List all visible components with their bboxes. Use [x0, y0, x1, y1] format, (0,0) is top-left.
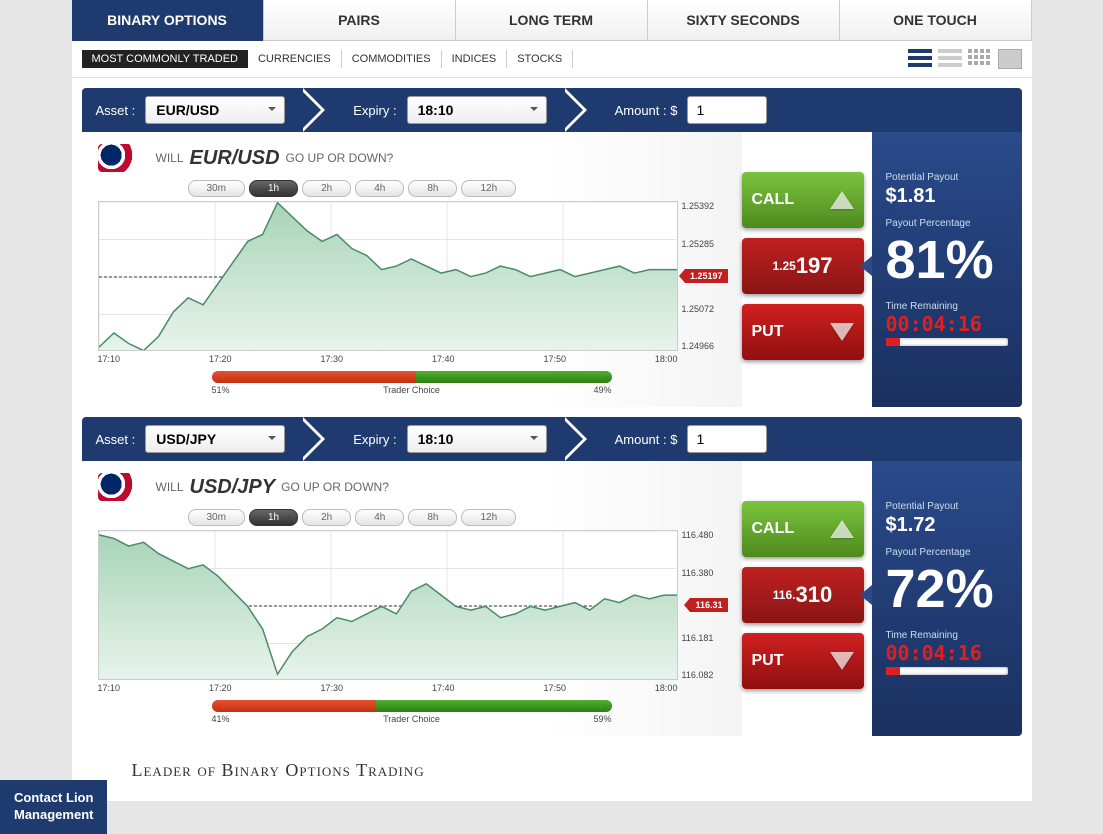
expiry-label: Expiry :: [353, 103, 396, 118]
main-tabs: BINARY OPTIONSPAIRSLONG TERMSIXTY SECOND…: [72, 0, 1032, 41]
main-tab-long-term[interactable]: LONG TERM: [456, 0, 648, 41]
filter-tab-currencies[interactable]: CURRENCIES: [248, 50, 342, 68]
timeframe-2h[interactable]: 2h: [302, 180, 351, 197]
main-tab-binary-options[interactable]: BINARY OPTIONS: [72, 0, 264, 41]
filter-tab-indices[interactable]: INDICES: [442, 50, 508, 68]
payout-percentage: 81%: [886, 233, 1008, 287]
contact-widget[interactable]: Contact Lion Management: [0, 780, 107, 834]
contact-line1: Contact Lion: [14, 790, 93, 807]
put-button[interactable]: PUT: [742, 633, 864, 689]
potential-payout-value: $1.81: [886, 185, 1008, 208]
question-rest: GO UP OR DOWN?: [281, 480, 389, 494]
payout-sidebar: Potential Payout $1.72 Payout Percentage…: [872, 461, 1022, 736]
contact-line2: Management: [14, 807, 93, 824]
view-grid-icon[interactable]: [968, 49, 992, 69]
current-price-box: 116.310: [742, 567, 864, 623]
down-arrow-icon: [830, 323, 854, 341]
trader-choice-labels: 41%Trader Choice59%: [212, 714, 612, 724]
timeframe-row: 30m1h2h4h8h12h: [188, 180, 726, 197]
timeframe-8h[interactable]: 8h: [408, 509, 457, 526]
timeframe-30m[interactable]: 30m: [188, 180, 245, 197]
timeframe-1h[interactable]: 1h: [249, 509, 298, 526]
timeframe-12h[interactable]: 12h: [461, 509, 516, 526]
price-chart: [98, 530, 678, 680]
filter-tab-most-commonly-traded[interactable]: MOST COMMONLY TRADED: [82, 50, 248, 68]
view-compact-icon[interactable]: [938, 49, 962, 69]
timeframe-8h[interactable]: 8h: [408, 180, 457, 197]
amount-label: Amount : $: [615, 432, 678, 447]
question-pair: USD/JPY: [190, 476, 276, 499]
x-axis-labels: 17:1017:2017:3017:4017:5018:00: [98, 680, 678, 696]
asset-header: WILL USD/JPY GO UP OR DOWN?: [98, 473, 726, 501]
asset-select[interactable]: USD/JPY: [145, 425, 285, 453]
timeframe-1h[interactable]: 1h: [249, 180, 298, 197]
flag-icon: [98, 144, 142, 172]
view-list-icon[interactable]: [908, 49, 932, 69]
payout-sidebar: Potential Payout $1.81 Payout Percentage…: [872, 132, 1022, 407]
x-axis-labels: 17:1017:2017:3017:4017:5018:00: [98, 351, 678, 367]
put-button[interactable]: PUT: [742, 304, 864, 360]
main-tab-one-touch[interactable]: ONE TOUCH: [840, 0, 1032, 41]
flag-icon: [98, 473, 142, 501]
price-chart: [98, 201, 678, 351]
trade-panel-usd-jpy: Asset : USD/JPY Expiry : 18:10 Amount : …: [82, 417, 1022, 736]
timeframe-4h[interactable]: 4h: [355, 509, 404, 526]
action-column: CALL 116.310 PUT: [742, 461, 872, 736]
filter-tab-commodities[interactable]: COMMODITIES: [342, 50, 442, 68]
potential-payout-value: $1.72: [886, 514, 1008, 537]
trade-panel-eur-usd: Asset : EUR/USD Expiry : 18:10 Amount : …: [82, 88, 1022, 407]
expiry-select[interactable]: 18:10: [407, 425, 547, 453]
asset-select[interactable]: EUR/USD: [145, 96, 285, 124]
asset-label: Asset :: [96, 432, 136, 447]
current-price-box: 1.25197: [742, 238, 864, 294]
footer-tagline: Leader of Binary Options Trading: [132, 760, 1032, 781]
question-pair: EUR/USD: [190, 147, 280, 170]
trader-choice-labels: 51%Trader Choice49%: [212, 385, 612, 395]
control-bar: Asset : USD/JPY Expiry : 18:10 Amount : …: [82, 417, 1022, 461]
up-arrow-icon: [830, 520, 854, 538]
trader-choice-bar: [212, 700, 612, 712]
amount-input[interactable]: [687, 96, 767, 124]
asset-header: WILL EUR/USD GO UP OR DOWN?: [98, 144, 726, 172]
asset-label: Asset :: [96, 103, 136, 118]
down-arrow-icon: [830, 652, 854, 670]
call-button[interactable]: CALL: [742, 501, 864, 557]
trader-choice-bar: [212, 371, 612, 383]
time-remaining-value: 00:04:16: [886, 641, 1008, 665]
expiry-select[interactable]: 18:10: [407, 96, 547, 124]
view-solid-icon[interactable]: [998, 49, 1022, 69]
amount-label: Amount : $: [615, 103, 678, 118]
question-will: WILL: [156, 480, 184, 494]
main-tab-sixty-seconds[interactable]: SIXTY SECONDS: [648, 0, 840, 41]
call-button[interactable]: CALL: [742, 172, 864, 228]
timeframe-30m[interactable]: 30m: [188, 509, 245, 526]
timeframe-12h[interactable]: 12h: [461, 180, 516, 197]
amount-input[interactable]: [687, 425, 767, 453]
question-rest: GO UP OR DOWN?: [286, 151, 394, 165]
current-price-tag: 1.25197: [685, 269, 728, 283]
payout-percentage: 72%: [886, 562, 1008, 616]
action-column: CALL 1.25197 PUT: [742, 132, 872, 407]
expiry-label: Expiry :: [353, 432, 396, 447]
time-progress-bar: [886, 667, 1008, 675]
time-progress-bar: [886, 338, 1008, 346]
filter-tab-stocks[interactable]: STOCKS: [507, 50, 573, 68]
current-price-tag: 116.31: [690, 598, 727, 612]
time-remaining-value: 00:04:16: [886, 312, 1008, 336]
timeframe-row: 30m1h2h4h8h12h: [188, 509, 726, 526]
control-bar: Asset : EUR/USD Expiry : 18:10 Amount : …: [82, 88, 1022, 132]
question-will: WILL: [156, 151, 184, 165]
filter-row: MOST COMMONLY TRADEDCURRENCIESCOMMODITIE…: [72, 41, 1032, 78]
view-mode-icons: [908, 49, 1022, 69]
timeframe-4h[interactable]: 4h: [355, 180, 404, 197]
timeframe-2h[interactable]: 2h: [302, 509, 351, 526]
main-tab-pairs[interactable]: PAIRS: [264, 0, 456, 41]
up-arrow-icon: [830, 191, 854, 209]
